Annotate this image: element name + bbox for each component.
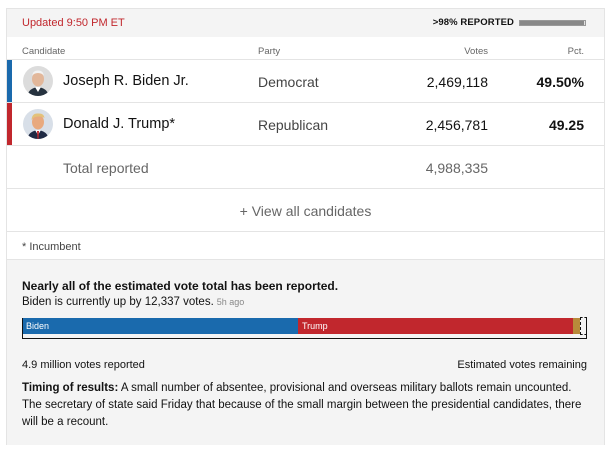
vote-bar-biden: Biden	[22, 318, 298, 334]
vote-bar-remaining	[580, 317, 587, 335]
column-header-votes: Votes	[464, 46, 488, 57]
view-all-candidates-link[interactable]: + View all candidates	[239, 203, 372, 219]
candidate-pct: 49.25	[548, 117, 584, 133]
vote-bar-bracket	[22, 318, 587, 339]
candidate-name: Joseph R. Biden Jr.	[63, 73, 189, 89]
total-label: Total reported	[63, 160, 149, 176]
votes-remaining-text: Estimated votes remaining	[457, 359, 587, 371]
vote-share-bar: Biden Trump	[22, 318, 587, 334]
timing-label: Timing of results:	[22, 382, 119, 394]
reporting-progress-fill	[520, 20, 584, 25]
candidate-party: Democrat	[258, 74, 319, 90]
vote-bar-other	[573, 318, 580, 334]
party-color-bar	[7, 60, 12, 102]
view-all-row[interactable]: + View all candidates	[7, 188, 604, 231]
candidate-avatar-trump	[23, 109, 53, 139]
candidate-party: Republican	[258, 117, 329, 133]
party-color-bar	[7, 103, 12, 145]
column-header-candidate: Candidate	[22, 46, 66, 57]
election-results-widget: Updated 9:50 PM ET >98% REPORTED Candida…	[6, 8, 605, 445]
summary-subline: Biden is currently up by 12,337 votes. 5h…	[22, 296, 244, 308]
votes-reported-text: 4.9 million votes reported	[22, 359, 145, 371]
candidate-row-biden: Joseph R. Biden Jr. Democrat 2,469,118 4…	[7, 59, 604, 102]
candidate-avatar-biden	[23, 66, 53, 96]
results-header: Updated 9:50 PM ET >98% REPORTED	[7, 9, 604, 37]
candidate-pct: 49.50%	[536, 74, 584, 90]
candidate-name: Donald J. Trump*	[63, 116, 176, 132]
candidate-votes: 2,456,781	[425, 117, 488, 133]
timestamp-ago: 5h ago	[216, 297, 245, 307]
reporting-status: >98% REPORTED	[433, 17, 586, 28]
timing-text: A small number of absentee, provisional …	[22, 382, 582, 428]
lead-text: Biden is currently up by 12,337 votes.	[22, 296, 214, 308]
total-votes: 4,988,335	[425, 160, 488, 176]
vote-bar-trump: Trump	[298, 318, 573, 334]
column-header-pct: Pct.	[567, 46, 584, 57]
summary-headline: Nearly all of the estimated vote total h…	[22, 279, 339, 293]
footnote-row: * Incumbent	[7, 231, 604, 259]
candidate-votes: 2,469,118	[426, 74, 488, 90]
updated-time: Updated 9:50 PM ET	[22, 17, 125, 29]
candidate-row-trump: Donald J. Trump* Republican 2,456,781 49…	[7, 102, 604, 145]
total-row: Total reported 4,988,335	[7, 145, 604, 188]
reporting-progress-bar	[519, 19, 586, 26]
timing-of-results: Timing of results: A small number of abs…	[22, 380, 592, 431]
reporting-label: >98% REPORTED	[432, 17, 514, 28]
incumbent-note: * Incumbent	[22, 241, 81, 253]
results-summary: Nearly all of the estimated vote total h…	[7, 259, 604, 445]
column-header-party: Party	[258, 46, 281, 57]
